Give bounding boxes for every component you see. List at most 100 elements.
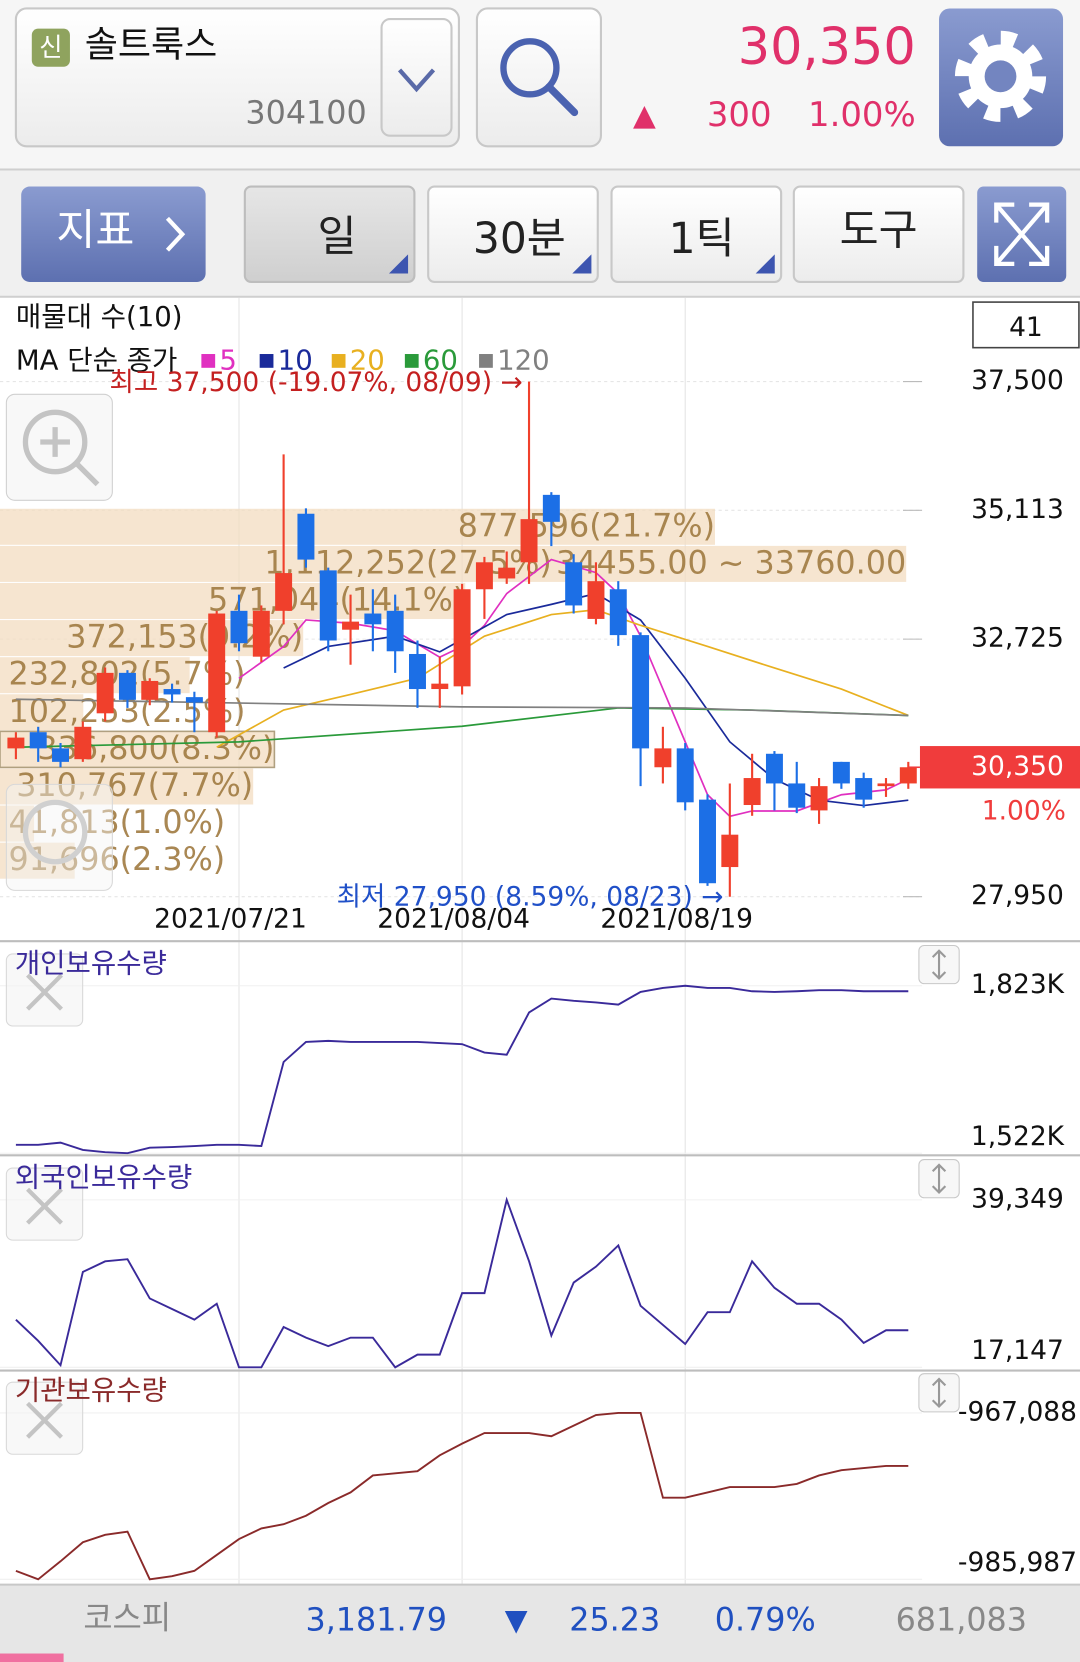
grid-layer: 27,950 32,725 35,113 37,500 2021/07/21 2021/0…	[0, 297, 1077, 1585]
volume-profile-current	[0, 730, 276, 769]
tick-label: 1틱	[669, 214, 735, 263]
y-tick-label: -967,088	[958, 1396, 1077, 1427]
tick-button[interactable]	[610, 185, 783, 284]
data-layer: 877,596(21.7%)34455.00 ~ 33760.001,112,2…	[0, 381, 920, 1581]
candle-body	[765, 753, 783, 784]
index-value: 3,181.79	[305, 1602, 447, 1639]
ma-legend-swatch	[404, 354, 419, 368]
index-arrow: ▼	[505, 1602, 528, 1637]
candle-body	[118, 672, 136, 700]
candle-body	[29, 732, 47, 749]
ma-legend-label: 5	[219, 344, 237, 376]
ma-legend-label: 10	[278, 344, 313, 376]
candle-body	[319, 570, 337, 641]
zoom-in-icon-marks	[40, 427, 100, 487]
period-label: 일	[318, 212, 357, 261]
volume-profile-label: 310,767(7.7%)	[16, 767, 253, 804]
count-box-label: 41	[1009, 312, 1043, 343]
change-arrow: ▲	[633, 97, 656, 132]
y-tick-label: 27,950	[971, 880, 1064, 911]
candle-body	[721, 834, 739, 868]
index-name: 코스피	[83, 1600, 171, 1637]
ma-legend-swatch	[201, 354, 216, 368]
tools-button[interactable]	[792, 185, 965, 284]
footer-bg	[0, 1584, 1080, 1662]
minute-label: 30분	[473, 214, 566, 263]
current-price: 30,350	[738, 17, 916, 76]
stock-selector[interactable]	[14, 7, 460, 148]
y-tick-label: 37,500	[971, 365, 1064, 396]
y-tick-label: 1,522K	[971, 1121, 1065, 1152]
settings-gear-teeth	[954, 30, 1047, 122]
volume-profile-range: 34455.00 ~ 33760.00	[556, 544, 906, 581]
ma-legend-label: 20	[350, 344, 385, 376]
volume-profile-label: 877,596(21.7%)	[458, 507, 715, 544]
expand-icon	[994, 202, 1050, 267]
stock-name: 솔트룩스	[85, 25, 218, 66]
candle-body	[520, 519, 538, 563]
indicator-chevron	[165, 216, 186, 252]
volume-profile-bar	[0, 508, 716, 545]
candle-body	[230, 610, 248, 644]
dropdown-chevron	[397, 68, 436, 93]
candle-body	[832, 761, 850, 784]
dropdown-button[interactable]	[380, 18, 453, 137]
resize-icon	[931, 949, 947, 980]
candle-body	[498, 567, 516, 579]
search-icon-lens	[500, 38, 560, 98]
close-icon	[26, 1187, 63, 1225]
last-price-rate: 1.00%	[982, 795, 1066, 826]
search-icon-handle	[545, 83, 579, 117]
tools-label: 도구	[840, 206, 918, 255]
candle-body	[52, 748, 69, 762]
candle-body	[632, 635, 650, 749]
index-change: 25.23	[569, 1602, 660, 1639]
footer-accent	[0, 1653, 64, 1662]
x-tick-label: 2021/08/04	[377, 904, 530, 935]
candle-body	[252, 610, 270, 657]
close-icon	[26, 973, 63, 1011]
candle-body	[96, 672, 114, 714]
candle-body	[565, 562, 583, 606]
indicator-label: 지표	[56, 206, 134, 255]
minute-button[interactable]	[427, 185, 599, 284]
candle-body	[297, 513, 315, 560]
candle-body	[743, 778, 761, 806]
candle-body	[542, 494, 560, 522]
candle-body	[7, 737, 25, 749]
ma-line	[15, 698, 909, 717]
period-button[interactable]	[243, 185, 416, 284]
ma-legend-title: MA 단순 종가	[16, 344, 177, 376]
stock-code: 304100	[245, 94, 366, 131]
x-tick-label: 2021/07/21	[154, 904, 307, 935]
last-price-box	[919, 746, 1080, 789]
candle-body	[386, 610, 404, 652]
holding-line	[15, 1196, 909, 1369]
candle-body	[163, 689, 181, 695]
ma-legend-swatch	[331, 354, 346, 368]
change-amount: 300	[707, 95, 772, 134]
x-tick-label: 2021/08/19	[600, 904, 753, 935]
last-price-label: 30,350	[971, 751, 1064, 782]
candle-body	[453, 589, 471, 687]
ma-legend-label: 120	[497, 344, 550, 376]
search-button[interactable]	[475, 7, 603, 148]
chart-title: 매물대 수(10)	[16, 301, 183, 333]
badge: 신	[39, 32, 62, 62]
candle-body	[877, 783, 895, 787]
ma-legend-label: 60	[423, 344, 458, 376]
candle-body	[676, 748, 694, 803]
resize-icon	[931, 1163, 947, 1194]
resize-icon	[931, 1377, 947, 1409]
candle-body	[475, 562, 493, 590]
high-annotation: 최고 37,500 (-19.07%, 08/09) →	[109, 367, 522, 398]
candle-body	[699, 799, 716, 884]
indicator-button[interactable]	[21, 186, 206, 282]
change-rate: 1.00%	[808, 95, 916, 134]
panel-resize-buttons	[918, 944, 960, 1413]
candle-body	[810, 786, 828, 811]
candle-body	[855, 778, 873, 800]
zoom-out-icon	[22, 799, 88, 865]
